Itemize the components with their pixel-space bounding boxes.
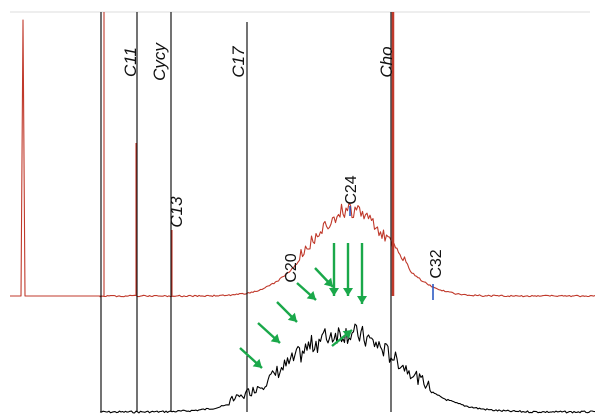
green-arrowhead-6 — [329, 288, 339, 296]
peak-label-c17: C17 — [229, 46, 248, 78]
marker-label-c32: C32 — [428, 249, 445, 278]
peak-label-c11: C11 — [121, 47, 140, 77]
green-arrowhead-9 — [342, 330, 352, 339]
peak-label-c13: C13 — [167, 196, 186, 228]
green-arrowhead-3 — [287, 312, 297, 322]
green-arrowhead-5 — [323, 277, 333, 287]
green-arrowhead-1 — [252, 358, 262, 368]
marker-ticks — [349, 206, 434, 300]
green-arrowhead-4 — [306, 290, 316, 300]
lower-trace-line — [99, 323, 595, 414]
marker-label-c24: C24 — [343, 175, 360, 204]
peak-label-cho: Cho — [377, 46, 396, 77]
peak-lines — [100, 12, 395, 412]
green-arrowhead-7 — [343, 288, 353, 296]
arrow-group — [239, 243, 367, 369]
upper-trace-line — [10, 19, 595, 298]
green-arrowhead-8 — [357, 296, 367, 304]
green-arrowhead-2 — [270, 333, 280, 343]
peak-label-cycy: Cycy — [150, 42, 169, 81]
marker-label-c20: C20 — [283, 253, 300, 282]
